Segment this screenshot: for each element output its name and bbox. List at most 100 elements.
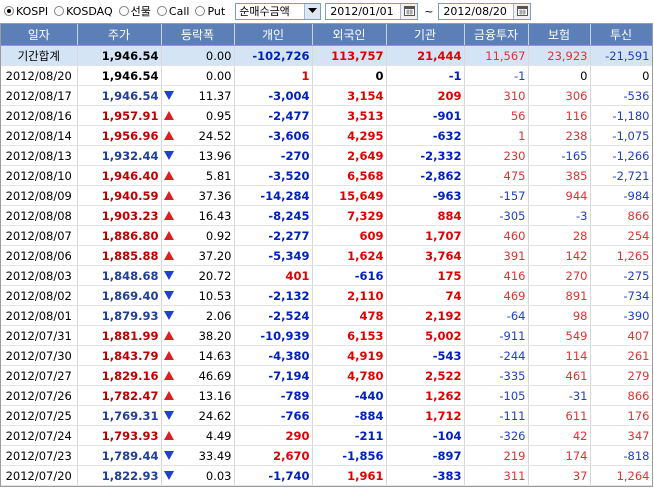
column-header-price[interactable]: 주가 xyxy=(77,24,162,46)
cell-individual: -3,606 xyxy=(234,125,313,146)
up-arrow-icon xyxy=(163,431,174,440)
table-row[interactable]: 2012/07/31 1,881.99 38.20 -10,939 6,153 5,002… xyxy=(1,325,652,346)
cell-investment-trust: 347 xyxy=(590,425,652,446)
cell-price: 1,843.79 xyxy=(77,345,162,366)
cell-foreign: 609 xyxy=(312,225,387,246)
radio-label: KOSPI xyxy=(16,4,49,18)
cell-date: 2012/07/24 xyxy=(1,425,78,446)
cell-investment-trust: -1,180 xyxy=(590,105,652,126)
cell-price: 1,886.80 xyxy=(77,225,162,246)
table-row[interactable]: 2012/08/20 1,946.54 0.00 1 0 -1 -1 0 0 xyxy=(1,65,652,86)
table-row[interactable]: 2012/07/25 1,769.31 24.62 -766 -884 1,712 -111… xyxy=(1,405,652,426)
cell-insurance: 944 xyxy=(528,185,591,206)
cell-institution: 2,192 xyxy=(386,305,465,326)
total-row[interactable]: 기간합계 1,946.54 0.00 -102,726 113,757 21,444 11,… xyxy=(1,45,652,66)
cell-change: 16.43 xyxy=(161,205,235,226)
table-row[interactable]: 2012/08/13 1,932.44 13.96 -270 2,649 -2,332 23… xyxy=(1,145,652,166)
table-row[interactable]: 2012/08/09 1,940.59 37.36 -14,284 15,649 -963… xyxy=(1,185,652,206)
radio-futures[interactable]: 선물 xyxy=(118,3,151,19)
column-header-institution[interactable]: 기관 xyxy=(386,24,465,46)
table-row[interactable]: 2012/08/16 1,957.91 0.95 -2,477 3,513 -901 56 1… xyxy=(1,105,652,126)
change-value: 46.69 xyxy=(198,368,232,383)
cell-foreign: -211 xyxy=(312,425,387,446)
cell-investment-trust: 0 xyxy=(590,65,652,86)
table-row[interactable]: 2012/08/07 1,886.80 0.92 -2,277 609 1,707 460 2… xyxy=(1,225,652,246)
cell-date: 2012/08/07 xyxy=(1,225,78,246)
cell-institution: -963 xyxy=(386,185,465,206)
cell-foreign: 7,329 xyxy=(312,205,387,226)
cell-change: 37.36 xyxy=(161,185,235,206)
cell-insurance: 116 xyxy=(528,105,591,126)
table-row[interactable]: 2012/07/26 1,782.47 13.16 -789 -440 1,262 -105… xyxy=(1,385,652,406)
table-row[interactable]: 2012/08/08 1,903.23 16.43 -8,245 7,329 884 -30… xyxy=(1,205,652,226)
column-header-financial-investment[interactable]: 금융투자 xyxy=(464,24,529,46)
column-header-individual[interactable]: 개인 xyxy=(234,24,313,46)
table-row[interactable]: 2012/08/10 1,946.40 5.81 -3,520 6,568 -2,862 4… xyxy=(1,165,652,186)
column-header-change[interactable]: 등락폭 xyxy=(161,24,235,46)
cell-foreign: 1,961 xyxy=(312,465,387,486)
cell-insurance: -165 xyxy=(528,145,591,166)
cell-foreign: -616 xyxy=(312,265,387,286)
change-value: 13.96 xyxy=(198,148,232,163)
cell-foreign: 4,295 xyxy=(312,125,387,146)
table-row[interactable]: 2012/08/02 1,869.40 10.53 -2,132 2,110 74 469 8… xyxy=(1,285,652,306)
cell-institution: 884 xyxy=(386,205,465,226)
column-header-investment-trust[interactable]: 투신 xyxy=(590,24,652,46)
chevron-down-icon[interactable] xyxy=(304,3,321,19)
table-row[interactable]: 2012/07/20 1,822.93 0.03 -1,740 1,961 -383 311… xyxy=(1,465,652,486)
cell-investment-trust: -536 xyxy=(590,85,652,106)
cell-individual: -2,132 xyxy=(234,285,313,306)
table-row[interactable]: 2012/07/30 1,843.79 14.63 -4,380 4,919 -543 -2… xyxy=(1,345,652,366)
radio-call[interactable]: Call xyxy=(156,5,189,18)
table-row[interactable]: 2012/07/23 1,789.44 33.49 2,670 -1,856 -897 21… xyxy=(1,445,652,466)
cell-foreign: 6,153 xyxy=(312,325,387,346)
column-header-date[interactable]: 일자 xyxy=(1,24,78,46)
cell-change: 11.37 xyxy=(161,85,235,106)
cell-individual: -2,524 xyxy=(234,305,313,326)
cell-price: 1,769.31 xyxy=(77,405,162,426)
cell-insurance: 23,923 xyxy=(528,45,591,66)
cell-price: 1,879.93 xyxy=(77,305,162,326)
radio-kospi[interactable]: KOSPI xyxy=(4,5,48,18)
table-row[interactable]: 2012/08/03 1,848.68 20.72 401 -616 175 416 270-… xyxy=(1,265,652,286)
cell-change: 5.81 xyxy=(161,165,235,186)
table-row[interactable]: 2012/08/17 1,946.54 11.37 -3,004 3,154 209 310… xyxy=(1,85,652,106)
date-from-field[interactable]: 2012/01/01 xyxy=(325,2,419,20)
cell-institution: -543 xyxy=(386,345,465,366)
cell-insurance: 174 xyxy=(528,445,591,466)
radio-button-icon[interactable] xyxy=(54,6,65,16)
cell-institution: -901 xyxy=(386,105,465,126)
column-header-insurance[interactable]: 보험 xyxy=(528,24,591,46)
table-row[interactable]: 2012/08/01 1,879.93 2.06 -2,524 478 2,192 -64 9… xyxy=(1,305,652,326)
radio-button-icon[interactable] xyxy=(118,6,129,16)
calendar-icon[interactable] xyxy=(513,3,531,19)
cell-date: 2012/07/30 xyxy=(1,345,78,366)
radio-put[interactable]: Put xyxy=(195,5,225,18)
table-row[interactable]: 2012/07/24 1,793.93 4.49 290 -211 -104 -326 42 3… xyxy=(1,425,652,446)
cell-price: 1,946.54 xyxy=(77,85,162,106)
cell-institution: -632 xyxy=(386,125,465,146)
cell-individual: -766 xyxy=(234,405,313,426)
table-row[interactable]: 2012/08/06 1,885.88 37.20 -5,349 1,624 3,764 3… xyxy=(1,245,652,266)
market-radio-group: KOSPI KOSDAQ 선물 Call Put xyxy=(4,3,231,19)
cell-investment-trust: 866 xyxy=(590,205,652,226)
calendar-icon[interactable] xyxy=(400,3,418,19)
cell-change: 24.62 xyxy=(161,405,235,426)
table-header-row: 일자 주가 등락폭 개인 외국인 기관 금융투자 보험 투신 xyxy=(1,24,652,46)
up-arrow-icon xyxy=(163,231,174,240)
column-header-foreign[interactable]: 외국인 xyxy=(312,24,387,46)
radio-button-icon[interactable] xyxy=(4,6,14,16)
amount-type-select[interactable]: 순매수금액 xyxy=(235,2,322,20)
date-to-field[interactable]: 2012/08/20 xyxy=(438,2,532,20)
cell-financial-investment: -105 xyxy=(464,385,529,406)
table-row[interactable]: 2012/08/14 1,956.96 24.52 -3,606 4,295 -632 1 2… xyxy=(1,125,652,146)
radio-kosdaq[interactable]: KOSDAQ xyxy=(54,5,113,18)
radio-button-icon[interactable] xyxy=(156,6,167,16)
cell-foreign: 4,780 xyxy=(312,365,387,386)
up-arrow-icon xyxy=(163,371,174,380)
cell-change: 4.49 xyxy=(161,425,235,446)
cell-foreign: 6,568 xyxy=(312,165,387,186)
radio-button-icon[interactable] xyxy=(195,6,206,16)
table-row[interactable]: 2012/07/27 1,829.16 46.69 -7,194 4,780 2,522-… xyxy=(1,365,652,386)
cell-financial-investment: 416 xyxy=(464,265,529,286)
